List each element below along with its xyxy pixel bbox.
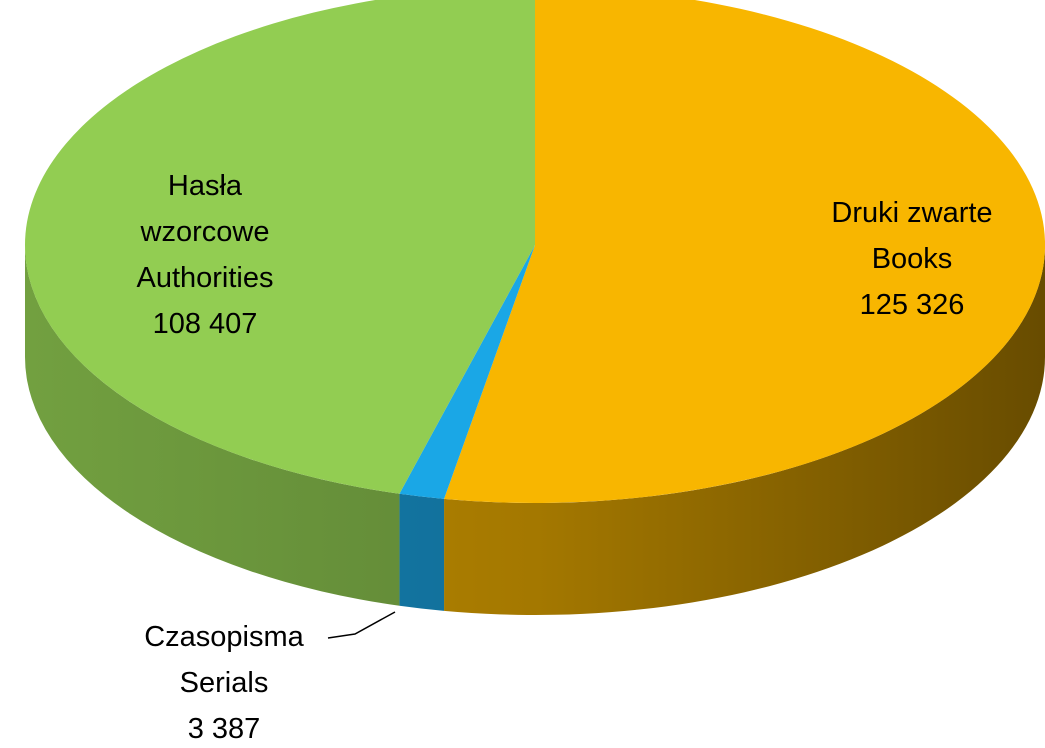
slice-label-books-line: Books [872, 243, 953, 275]
pie-slice-serials [399, 245, 535, 499]
pie-wall-books [444, 245, 1045, 615]
slice-label-serials-line: Czasopisma [144, 621, 304, 653]
slice-label-authorities-line: wzorcowe [140, 216, 270, 248]
slice-label-authorities: Hasła wzorcowe Authorities 108 407 [136, 170, 273, 340]
slice-label-books: Druki zwarte Books 125 326 [831, 197, 992, 321]
slice-label-authorities-line: Hasła [168, 170, 243, 202]
slice-label-books-line: Druki zwarte [831, 197, 992, 229]
pie-wall-serials [399, 493, 445, 611]
serials-leader-line [327, 611, 396, 639]
pie-slice-authorities [25, 0, 535, 494]
slice-label-books-line: 125 326 [860, 289, 965, 321]
slice-label-authorities-line: 108 407 [153, 308, 258, 340]
slice-label-serials: Czasopisma Serials 3 387 [144, 621, 304, 743]
slice-label-authorities-line: Authorities [136, 262, 273, 294]
pie-wall-authorities [24, 245, 400, 606]
pie-slice-books [444, 0, 1045, 503]
slice-label-serials-line: Serials [180, 667, 269, 699]
slice-label-serials-line: 3 387 [188, 713, 261, 743]
